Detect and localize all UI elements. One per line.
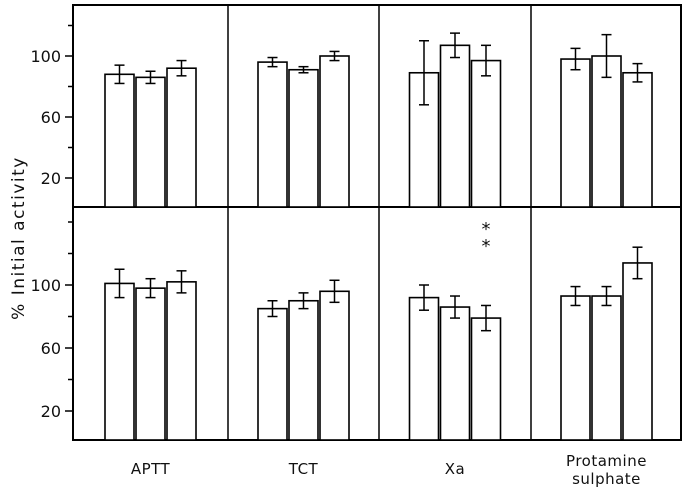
bar — [470, 59, 502, 208]
bar — [470, 317, 502, 441]
y-tick-label: 60 — [41, 339, 61, 358]
bar — [560, 295, 591, 441]
category-label: Protamine — [566, 452, 647, 470]
bar — [166, 281, 197, 441]
category-label: TCT — [288, 460, 319, 478]
bar — [135, 287, 166, 441]
annotations-layer: ** — [482, 219, 491, 257]
bar — [591, 295, 622, 441]
y-axis: 20 60 100 20 60 100 — [30, 24, 73, 421]
bar — [439, 306, 471, 441]
bar — [104, 282, 135, 441]
bar — [257, 61, 288, 208]
bar — [560, 58, 591, 208]
y-tick-label: 20 — [41, 169, 61, 188]
y-axis-label: % Initial activity — [9, 156, 29, 320]
significance-star: * — [482, 219, 491, 240]
bar — [319, 290, 350, 441]
bar — [166, 67, 197, 208]
bar — [257, 307, 288, 441]
bar — [591, 55, 622, 208]
bar — [622, 71, 653, 208]
bar — [288, 299, 319, 441]
bars-layer — [104, 32, 653, 441]
bar — [622, 262, 653, 441]
y-tick-label: 20 — [41, 402, 61, 421]
category-label: APTT — [131, 460, 171, 478]
bar — [288, 68, 319, 208]
category-label: Xa — [445, 460, 465, 478]
category-label: sulphate — [572, 470, 641, 488]
bar — [408, 296, 440, 441]
bar — [439, 44, 471, 208]
bar — [135, 76, 166, 208]
y-tick-label: 100 — [30, 47, 61, 66]
y-tick-label: 100 — [30, 276, 61, 295]
bar — [104, 73, 135, 208]
bar — [319, 55, 350, 208]
y-tick-label: 60 — [41, 108, 61, 127]
significance-star: * — [482, 236, 491, 257]
